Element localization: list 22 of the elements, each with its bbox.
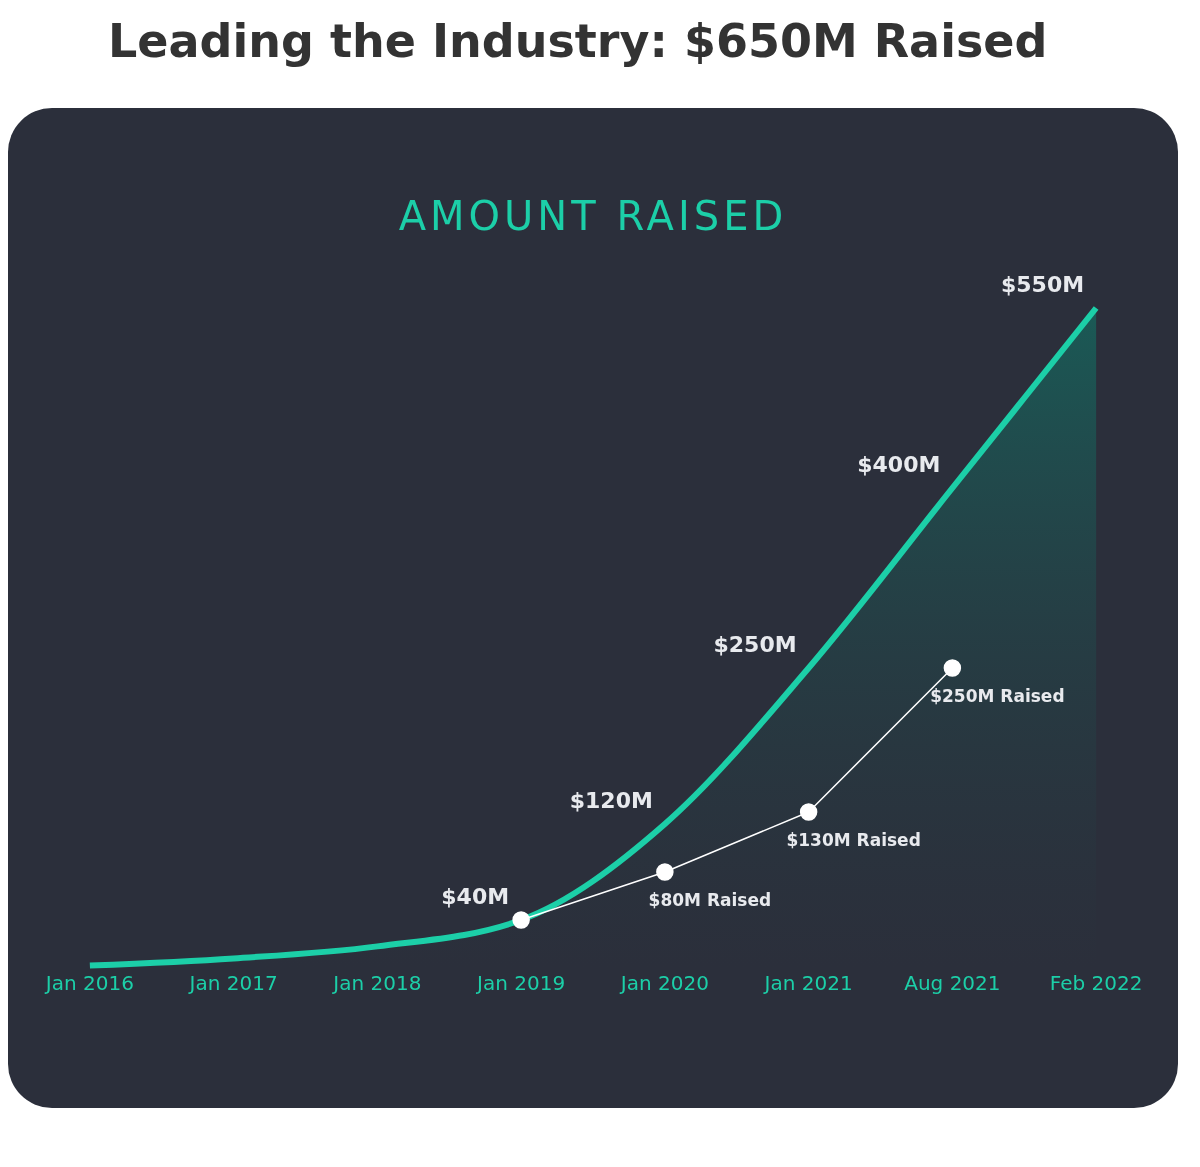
point xyxy=(656,863,674,881)
data-label: $400M xyxy=(857,452,941,477)
data-label: $130M Raised xyxy=(786,830,921,850)
chart-title: Leading the Industry: $650M Raised xyxy=(107,13,1049,70)
point xyxy=(512,911,530,929)
x-tick-label: Feb 2022 xyxy=(1049,971,1143,996)
x-tick-label: Aug 2021 xyxy=(904,971,1001,996)
x-tick-label: Jan 2020 xyxy=(618,971,709,996)
data-label: $250M xyxy=(713,632,797,657)
data-label: $120M xyxy=(569,788,653,813)
x-tick-label: Jan 2017 xyxy=(187,971,278,996)
point xyxy=(799,803,818,821)
x-tick-label: Jan 2019 xyxy=(475,971,566,996)
x-tick-label: Jan 2016 xyxy=(43,971,134,996)
data-label: $80M Raised xyxy=(648,890,772,910)
data-label: $550M xyxy=(1001,272,1085,297)
point xyxy=(943,659,962,677)
x-tick-label: Jan 2021 xyxy=(762,971,853,996)
data-label: $250M Raised xyxy=(930,686,1065,706)
data-label: $40M xyxy=(441,884,510,909)
x-tick-label: Jan 2018 xyxy=(331,971,422,996)
chart-subtitle: AMOUNT RAISED xyxy=(397,193,789,239)
